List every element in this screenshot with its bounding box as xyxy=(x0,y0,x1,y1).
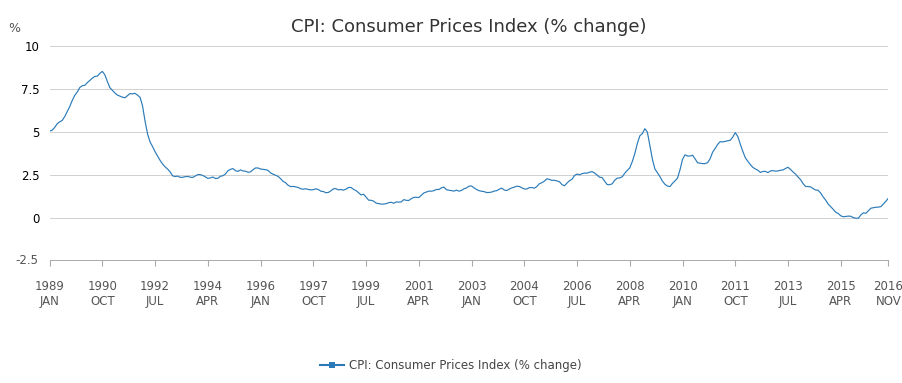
Text: OCT: OCT xyxy=(723,295,748,308)
Text: 2011: 2011 xyxy=(721,280,750,293)
Text: JUL: JUL xyxy=(146,295,164,308)
Text: JUL: JUL xyxy=(568,295,586,308)
Text: 2013: 2013 xyxy=(773,280,803,293)
Text: 1992: 1992 xyxy=(140,280,170,293)
Text: 2001: 2001 xyxy=(404,280,434,293)
Text: 2008: 2008 xyxy=(615,280,645,293)
Text: JAN: JAN xyxy=(673,295,693,308)
Text: 2006: 2006 xyxy=(562,280,592,293)
Text: JAN: JAN xyxy=(462,295,482,308)
Text: NOV: NOV xyxy=(876,295,901,308)
Text: 1997: 1997 xyxy=(299,280,328,293)
Text: 2004: 2004 xyxy=(510,280,539,293)
Text: %: % xyxy=(8,22,20,35)
Text: APR: APR xyxy=(197,295,219,308)
Text: -2.5: -2.5 xyxy=(15,254,39,267)
Text: JAN: JAN xyxy=(251,295,271,308)
Text: 2003: 2003 xyxy=(456,280,486,293)
Text: JUL: JUL xyxy=(778,295,797,308)
Text: APR: APR xyxy=(618,295,641,308)
Text: 1990: 1990 xyxy=(87,280,117,293)
Title: CPI: Consumer Prices Index (% change): CPI: Consumer Prices Index (% change) xyxy=(291,18,647,36)
Text: JUL: JUL xyxy=(357,295,375,308)
Text: 2016: 2016 xyxy=(873,280,902,293)
Text: 1999: 1999 xyxy=(351,280,381,293)
Text: 2010: 2010 xyxy=(667,280,697,293)
Text: OCT: OCT xyxy=(90,295,115,308)
Legend: CPI: Consumer Prices Index (% change): CPI: Consumer Prices Index (% change) xyxy=(315,355,587,377)
Text: JAN: JAN xyxy=(40,295,60,308)
Text: APR: APR xyxy=(407,295,430,308)
Text: 2015: 2015 xyxy=(826,280,856,293)
Text: 1994: 1994 xyxy=(193,280,223,293)
Text: OCT: OCT xyxy=(512,295,537,308)
Text: OCT: OCT xyxy=(301,295,326,308)
Text: 1996: 1996 xyxy=(245,280,276,293)
Text: 1989: 1989 xyxy=(34,280,65,293)
Text: APR: APR xyxy=(829,295,852,308)
